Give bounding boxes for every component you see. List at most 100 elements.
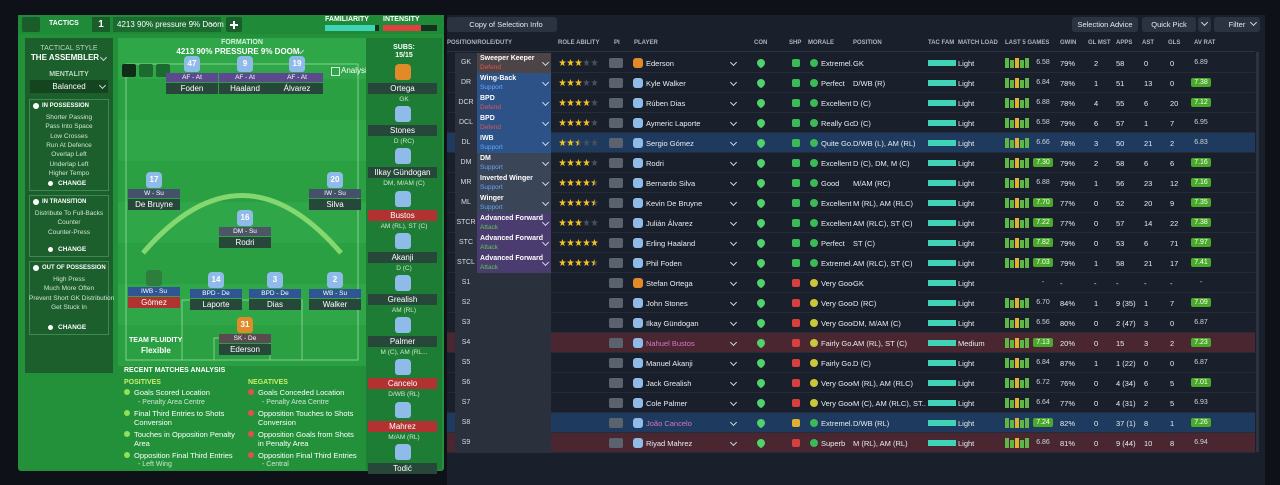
form-bar xyxy=(1010,260,1014,268)
column-header: LAST 5 GAMES xyxy=(1005,40,1050,46)
player-name[interactable]: Sergio Gómez xyxy=(646,139,694,148)
player-name[interactable]: Rodri xyxy=(646,159,664,168)
form-bar xyxy=(1015,338,1019,348)
position: M (RL), AM (RLC) xyxy=(853,379,913,388)
stat-gwin: 79% xyxy=(1060,259,1076,268)
stat-gwin: 79% xyxy=(1060,119,1076,128)
stat-gwin: 79% xyxy=(1060,179,1076,188)
form-bar xyxy=(1025,318,1029,328)
star xyxy=(567,239,574,246)
mentality-box[interactable]: Balanced xyxy=(30,80,108,93)
table-row xyxy=(447,233,1255,253)
star-bg xyxy=(583,219,590,226)
analysis-toggle[interactable]: Analysis xyxy=(341,66,371,75)
player-name[interactable]: Ilkay Gündogan xyxy=(646,319,699,328)
star-bg xyxy=(591,179,598,186)
player-name[interactable]: Manuel Akanji xyxy=(646,359,693,368)
player-icon xyxy=(633,78,643,88)
player-name[interactable]: Kevin De Bruyne xyxy=(646,199,703,208)
selection-advice-button[interactable]: Selection Advice xyxy=(1072,17,1138,32)
stat-ast: 21 xyxy=(1144,139,1153,148)
filter-button[interactable]: Filter xyxy=(1214,17,1260,32)
last-five-rating: - xyxy=(1041,279,1045,286)
change-button[interactable]: CHANGE xyxy=(58,246,87,253)
player-name[interactable]: Erling Haaland xyxy=(646,239,696,248)
thumb-icon xyxy=(248,451,254,458)
change-button[interactable]: CHANGE xyxy=(58,180,87,187)
average-rating: 6.93 xyxy=(1194,399,1208,406)
player-name[interactable]: João Cancelo xyxy=(646,419,692,428)
star xyxy=(559,99,566,106)
instruction: Distribute To Full-Backs xyxy=(34,210,104,217)
star-shape xyxy=(559,179,566,186)
player-name[interactable]: Stefan Ortega xyxy=(646,279,693,288)
view-dropdown[interactable]: Copy of Selection Info xyxy=(447,17,557,32)
column-header: MORALE xyxy=(808,40,834,46)
back-button[interactable] xyxy=(22,17,40,32)
shirt-icon xyxy=(395,275,411,291)
analysis-check xyxy=(331,67,340,76)
form-bar xyxy=(1010,320,1014,328)
change-icon xyxy=(48,325,53,330)
player-name[interactable]: Ederson xyxy=(646,59,674,68)
morale-icon xyxy=(810,279,818,287)
table-row xyxy=(447,333,1255,353)
form-bar xyxy=(1020,120,1024,128)
form-bar xyxy=(1015,358,1019,368)
average-rating: 7.23 xyxy=(1191,338,1211,347)
tac-fam-bar xyxy=(928,180,956,186)
shirt-icon xyxy=(395,317,411,334)
instruction: Run At Defence xyxy=(46,141,92,149)
morale: Fairly Go... xyxy=(821,339,853,348)
quick-pick-button[interactable]: Quick Pick xyxy=(1142,17,1196,32)
average-rating: 7.38 xyxy=(1191,78,1211,87)
player-icon xyxy=(633,138,643,148)
player-icon xyxy=(633,418,643,428)
analysis-detail: - Penalty Area Centre xyxy=(138,398,205,406)
player-name[interactable]: Bernardo Silva xyxy=(646,179,696,188)
player-name[interactable]: Cole Palmer xyxy=(646,399,688,408)
shirt-icon: 14 xyxy=(208,272,224,288)
quick-pick-menu[interactable] xyxy=(1198,17,1211,32)
view-icon[interactable] xyxy=(122,64,136,77)
thumb-icon xyxy=(124,451,130,458)
thumb-icon xyxy=(124,409,130,416)
form-bar xyxy=(1010,420,1014,428)
last-five-rating: 6.64 xyxy=(1036,399,1050,406)
change-button[interactable]: CHANGE xyxy=(58,324,87,331)
player-name[interactable]: Julián Álvarez xyxy=(646,219,693,228)
instruction: Low Crosses xyxy=(50,132,88,140)
style-label: TACTICAL STYLE xyxy=(40,45,98,52)
player-name[interactable]: Aymeric Laporte xyxy=(646,119,701,128)
view-icon[interactable] xyxy=(139,64,153,77)
star-shape xyxy=(583,259,590,266)
player-name[interactable]: Rúben Dias xyxy=(646,99,686,108)
stat-gwin: 79% xyxy=(1060,239,1076,248)
player-name[interactable]: Riyad Mahrez xyxy=(646,439,693,448)
stat-apps: 37 (1) xyxy=(1116,419,1136,428)
tac-fam-bar xyxy=(928,80,956,86)
player-name[interactable]: Kyle Walker xyxy=(646,79,686,88)
sub-position: M/AM (RL) xyxy=(388,433,420,441)
role-cell xyxy=(477,273,551,293)
player-role: BPD - De xyxy=(190,289,242,298)
player-name[interactable]: John Stones xyxy=(646,299,688,308)
form-bar xyxy=(1020,60,1024,68)
star-shape xyxy=(575,139,579,146)
stat-gls: 0 xyxy=(1170,59,1175,68)
form-bar xyxy=(1015,98,1019,108)
player-name[interactable]: Jack Grealish xyxy=(646,379,692,388)
star-bg xyxy=(583,59,590,66)
star-shape xyxy=(559,139,566,146)
form-bar xyxy=(1025,118,1029,128)
morale: Extremel... xyxy=(821,259,853,268)
tactic-dropdown[interactable]: 4213 90% pressure 9% Doom xyxy=(113,17,224,32)
morale-icon xyxy=(810,79,818,87)
player-icon xyxy=(633,218,643,228)
position: D/WB (RL) xyxy=(853,419,890,428)
form-bar xyxy=(1005,258,1009,268)
star-shape xyxy=(591,239,598,246)
role-duty: Defend xyxy=(480,64,501,71)
player-name[interactable]: Nahuel Bustos xyxy=(646,339,695,348)
player-name[interactable]: Phil Foden xyxy=(646,259,682,268)
